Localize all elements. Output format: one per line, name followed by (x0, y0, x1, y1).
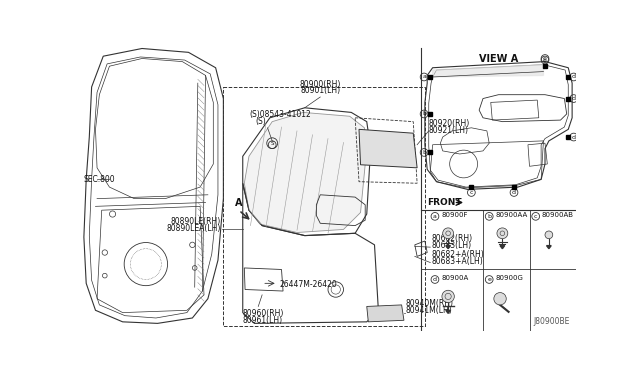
Text: 80900AA: 80900AA (495, 212, 527, 218)
Text: 80920(RH): 80920(RH) (429, 119, 470, 128)
Text: b: b (422, 150, 426, 155)
Text: A: A (235, 198, 243, 208)
Text: d: d (572, 96, 575, 101)
Polygon shape (359, 129, 417, 168)
Text: d: d (512, 190, 516, 195)
Text: 80682+A(RH): 80682+A(RH) (431, 250, 484, 259)
Text: c: c (534, 214, 538, 219)
Polygon shape (446, 246, 451, 249)
Text: d: d (433, 277, 437, 282)
Text: 80900(RH): 80900(RH) (300, 80, 341, 89)
Text: SEC.800: SEC.800 (84, 175, 115, 184)
Polygon shape (433, 65, 543, 77)
Circle shape (442, 290, 454, 302)
Text: 80890LE(RH): 80890LE(RH) (171, 217, 221, 225)
Text: FRONT: FRONT (428, 198, 462, 207)
Text: b: b (487, 214, 492, 219)
Text: e: e (543, 56, 547, 61)
Text: 80683(LH): 80683(LH) (431, 241, 471, 250)
Text: e: e (487, 277, 491, 282)
Text: 80900G: 80900G (495, 275, 524, 281)
Text: (S): (S) (255, 117, 266, 126)
Text: b: b (422, 112, 426, 116)
Text: 26447M-26420: 26447M-26420 (280, 280, 338, 289)
Polygon shape (244, 112, 367, 232)
Text: e: e (543, 58, 547, 62)
Text: VIEW A: VIEW A (479, 54, 518, 64)
Text: 80940M(RH): 80940M(RH) (406, 299, 454, 308)
Text: 80683+A(LH): 80683+A(LH) (431, 257, 483, 266)
Text: 80961(LH): 80961(LH) (243, 316, 283, 325)
Text: a: a (422, 74, 426, 80)
Text: 80941M(LH): 80941M(LH) (406, 306, 452, 315)
Polygon shape (446, 310, 451, 313)
Text: 80960(RH): 80960(RH) (243, 309, 284, 318)
Text: d: d (572, 74, 575, 80)
Text: 80921(LH): 80921(LH) (429, 126, 468, 135)
Polygon shape (547, 246, 551, 249)
Bar (223, 87, 425, 326)
Text: c: c (470, 190, 473, 195)
Polygon shape (500, 246, 505, 249)
Circle shape (497, 228, 508, 239)
Circle shape (494, 293, 506, 305)
Text: 80900AB: 80900AB (542, 212, 574, 218)
Text: S: S (271, 141, 274, 146)
Text: 80901(LH): 80901(LH) (300, 86, 340, 96)
Text: 80890LEA(LH): 80890LEA(LH) (166, 224, 221, 232)
Circle shape (443, 228, 454, 239)
Text: 80900A: 80900A (441, 275, 468, 281)
Text: a: a (433, 214, 437, 219)
Text: (S)08543-41012: (S)08543-41012 (249, 110, 310, 119)
Text: 80682(RH): 80682(RH) (431, 234, 472, 243)
Circle shape (545, 231, 553, 239)
Polygon shape (367, 305, 404, 322)
Text: 80900F: 80900F (441, 212, 468, 218)
Text: J80900BE: J80900BE (533, 317, 570, 326)
Text: d: d (572, 135, 575, 140)
